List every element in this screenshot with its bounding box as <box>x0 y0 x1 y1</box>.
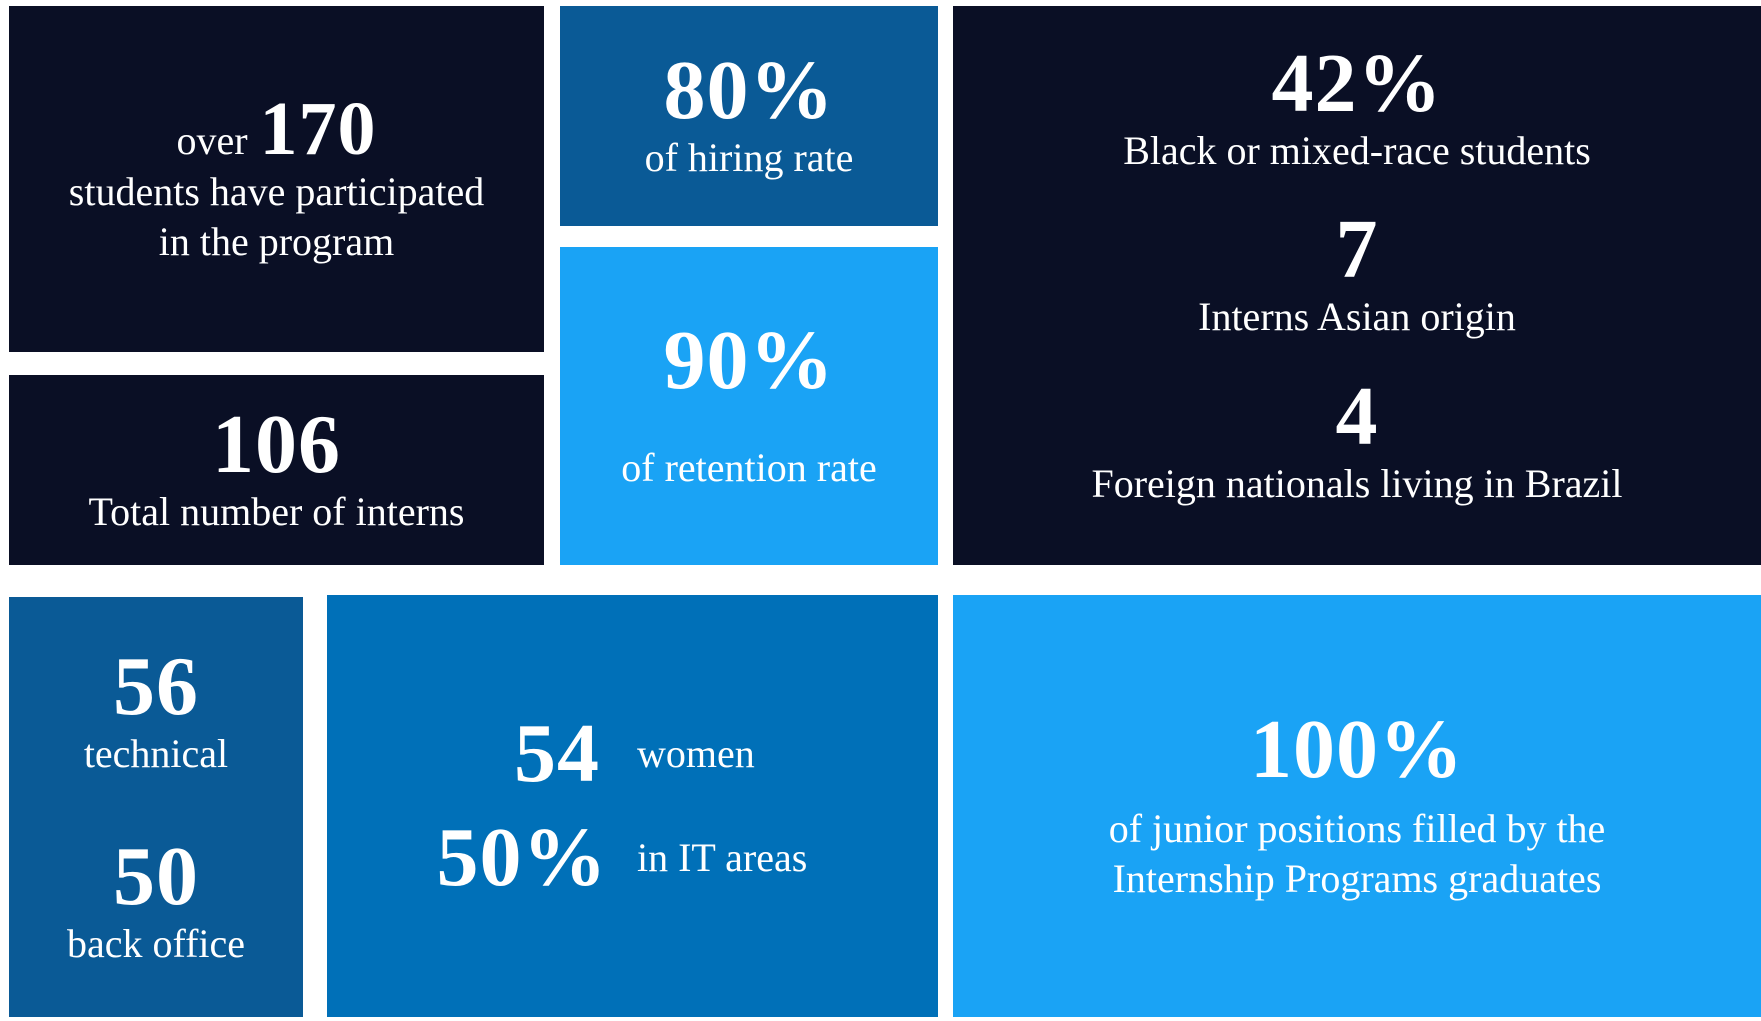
tile-diversity: 42% Black or mixed-race students 7 Interns… <box>953 6 1761 565</box>
label: Internship Programs graduates <box>1112 856 1602 901</box>
number: 106 <box>212 398 341 491</box>
item: 50% in IT areas <box>427 816 938 900</box>
number: 100% <box>1250 703 1464 796</box>
number: 90% <box>663 314 835 407</box>
label: Foreign nationals living in Brazil <box>1091 460 1623 506</box>
number: 80% <box>663 44 835 137</box>
label: Interns Asian origin <box>1198 294 1516 340</box>
number: 4 <box>1335 369 1379 463</box>
label: students have participated <box>68 169 485 214</box>
item: 42% Black or mixed-race students <box>1123 42 1591 176</box>
item: 4 Foreign nationals living in Brazil <box>1091 369 1623 509</box>
prefix: over <box>176 118 248 163</box>
tile-hiring: 80% of hiring rate <box>560 6 938 226</box>
label: in the program <box>158 219 395 264</box>
number: 50 <box>112 830 199 923</box>
number: 170 <box>259 87 377 171</box>
item: 56 technical <box>84 645 228 779</box>
label: Black or mixed-race students <box>1123 128 1591 174</box>
label: technical <box>83 731 229 776</box>
tile-interns: 106 Total number of interns <box>9 375 544 565</box>
label: in IT areas <box>637 835 808 880</box>
label: of hiring rate <box>644 135 854 180</box>
tile-areas: 56 technical 50 back office <box>9 597 303 1017</box>
number: 54 <box>514 707 600 800</box>
label: of junior positions filled by the <box>1108 806 1606 851</box>
label: Total number of interns <box>88 489 465 534</box>
tile-retention: 90% of retention rate <box>560 247 938 565</box>
tile-participants: over 170 students have participated in t… <box>9 6 544 352</box>
label: of retention rate <box>621 445 877 490</box>
item: 7 Interns Asian origin <box>1198 208 1516 342</box>
number: 56 <box>112 640 199 733</box>
item: 54 women <box>497 712 938 796</box>
number: 50% <box>436 811 608 904</box>
number: 42% <box>1271 37 1443 131</box>
tile-women: 54 women 50% in IT areas <box>327 595 938 1017</box>
label: back office <box>66 921 246 966</box>
item: 50 back office <box>67 835 245 969</box>
label: women <box>637 731 755 776</box>
number: 7 <box>1335 203 1379 297</box>
tile-junior: 100% of junior positions filled by the I… <box>953 595 1761 1017</box>
